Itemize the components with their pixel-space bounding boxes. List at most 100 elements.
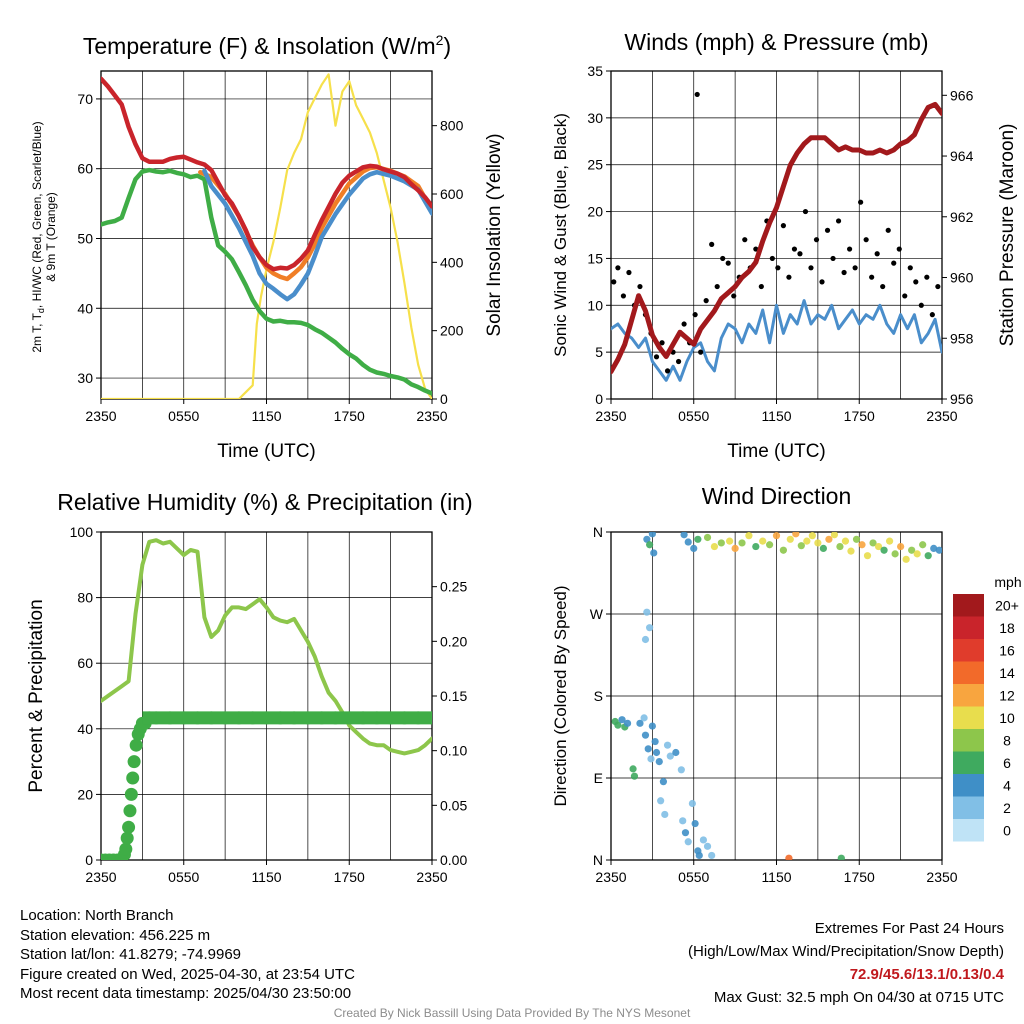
direction-point [852,535,861,543]
speed-legend-label: 2 [1003,800,1011,816]
speed-legend-swatch [953,706,984,729]
clip-rh-group [101,538,432,860]
temperature-y-axis-label-line1: 2m T, Td, HI/WC (Red, Green, Scarlet/Blu… [30,121,46,352]
temperature-y2-axis-label: Solar Insolation (Yellow) [484,133,505,336]
temp-ytick-label: 70 [77,91,93,107]
direction-point [641,635,650,644]
dir-xtick-label: 2350 [595,869,626,885]
rh-ytick-label: 80 [77,590,93,606]
direction-point [703,842,712,850]
gust-point [742,237,748,243]
gust-point [786,274,792,280]
temperature-x-axis-label: Time (UTC) [217,441,316,462]
speed-legend-label: 18 [999,620,1015,636]
direction-point [759,537,767,545]
speed-legend-label: 14 [999,665,1015,681]
figure-created: Figure created on Wed, 2025-04-30, at 23… [20,965,355,983]
gust-point [835,218,842,224]
gust-point [797,251,803,257]
wind-ytick-label: 20 [587,204,603,220]
direction-point [797,542,805,550]
direction-point [663,741,672,749]
direction-point [666,752,674,760]
direction-point [863,552,872,560]
precip-point [127,755,141,769]
direction-point [703,533,712,542]
direction-point [745,532,753,540]
direction-point [830,532,839,539]
direction-point [672,748,680,757]
gust-point [891,260,897,266]
rh-panel-title: Relative Humidity (%) & Precipitation (i… [57,489,472,515]
wind-xtick-label: 2350 [595,408,626,424]
direction-point [738,539,746,547]
direction-point [717,539,725,547]
gust-point [620,293,627,299]
gust-point [791,246,798,252]
direction-point [646,541,654,549]
precip-point [119,842,133,856]
wind-y2-axis-label: Station Pressure (Maroon) [997,124,1018,347]
speed-legend-label: 0 [1003,822,1011,838]
credit-line: Created By Nick Bassill Using Data Provi… [333,1006,691,1020]
direction-point [785,854,793,860]
temperature-y-axis-label-line2: & 9m T (Orange) [44,192,58,282]
direction-point [695,851,703,860]
gust-point [863,237,869,243]
rh-xtick-label: 1150 [251,869,281,885]
gust-point [780,223,786,229]
dir-ytick-label: S [594,688,603,704]
direction-point [766,541,774,549]
direction-panel-title: Wind Direction [702,483,852,509]
wind-x-axis-label: Time (UTC) [727,441,826,462]
station-latlon: Station lat/lon: 41.8279; -74.9969 [20,946,242,963]
direction-point [640,714,648,722]
clip-dir-group [611,532,942,860]
speed-legend-label: 10 [999,710,1015,726]
rh-y-axis-label: Percent & Precipitation [26,599,47,792]
direction-point [646,624,654,632]
direction-point [650,549,658,557]
gust-point [808,265,814,271]
gust-point [675,358,682,365]
temp-ytick-label: 60 [77,161,93,177]
rh-y2tick-label: 0.00 [440,852,467,868]
gust-point [637,283,643,290]
speed-legend-swatch [953,616,984,639]
gust-point [659,340,665,346]
sonic-wind-line [611,299,942,382]
direction-point [629,765,637,773]
extremes-title: Extremes For Past 24 Hours [814,920,1004,937]
temp-y2tick-label: 600 [440,186,464,202]
rh-y2tick-label: 0.20 [440,633,467,649]
temp-xtick-label: 1750 [334,408,365,424]
speed-legend-label: 4 [1003,777,1011,793]
direction-point [880,546,888,554]
direction-point [908,546,916,554]
wind-y2tick-label: 964 [950,148,974,164]
wind-pressure-panel: Winds (mph) & Pressure (mb) 2350 0550 1150 1… [551,29,1018,462]
direction-point [659,778,668,786]
rh-xtick-label: 1750 [334,869,365,885]
rh-ytick-label: 0 [85,852,93,868]
direction-point [643,608,651,616]
wind-xtick-label: 1750 [844,408,875,424]
direction-point [684,538,692,546]
wind-y2tick-label: 956 [950,391,974,407]
rh-ytick-label: 40 [77,721,93,737]
direction-point [630,772,639,780]
direction-point [710,542,719,551]
gust-point [611,279,617,285]
gust-point [664,368,671,374]
speed-legend-swatch [953,751,984,774]
gust-point [731,293,737,299]
precip-point [123,804,137,818]
gust-point [846,246,853,252]
pressure-line [611,101,942,375]
gust-point [869,274,875,280]
direction-point [825,535,833,543]
direction-point [688,799,696,808]
direction-point [648,532,656,538]
station-location: Location: North Branch [20,907,174,924]
clip-temp-group [101,73,432,399]
